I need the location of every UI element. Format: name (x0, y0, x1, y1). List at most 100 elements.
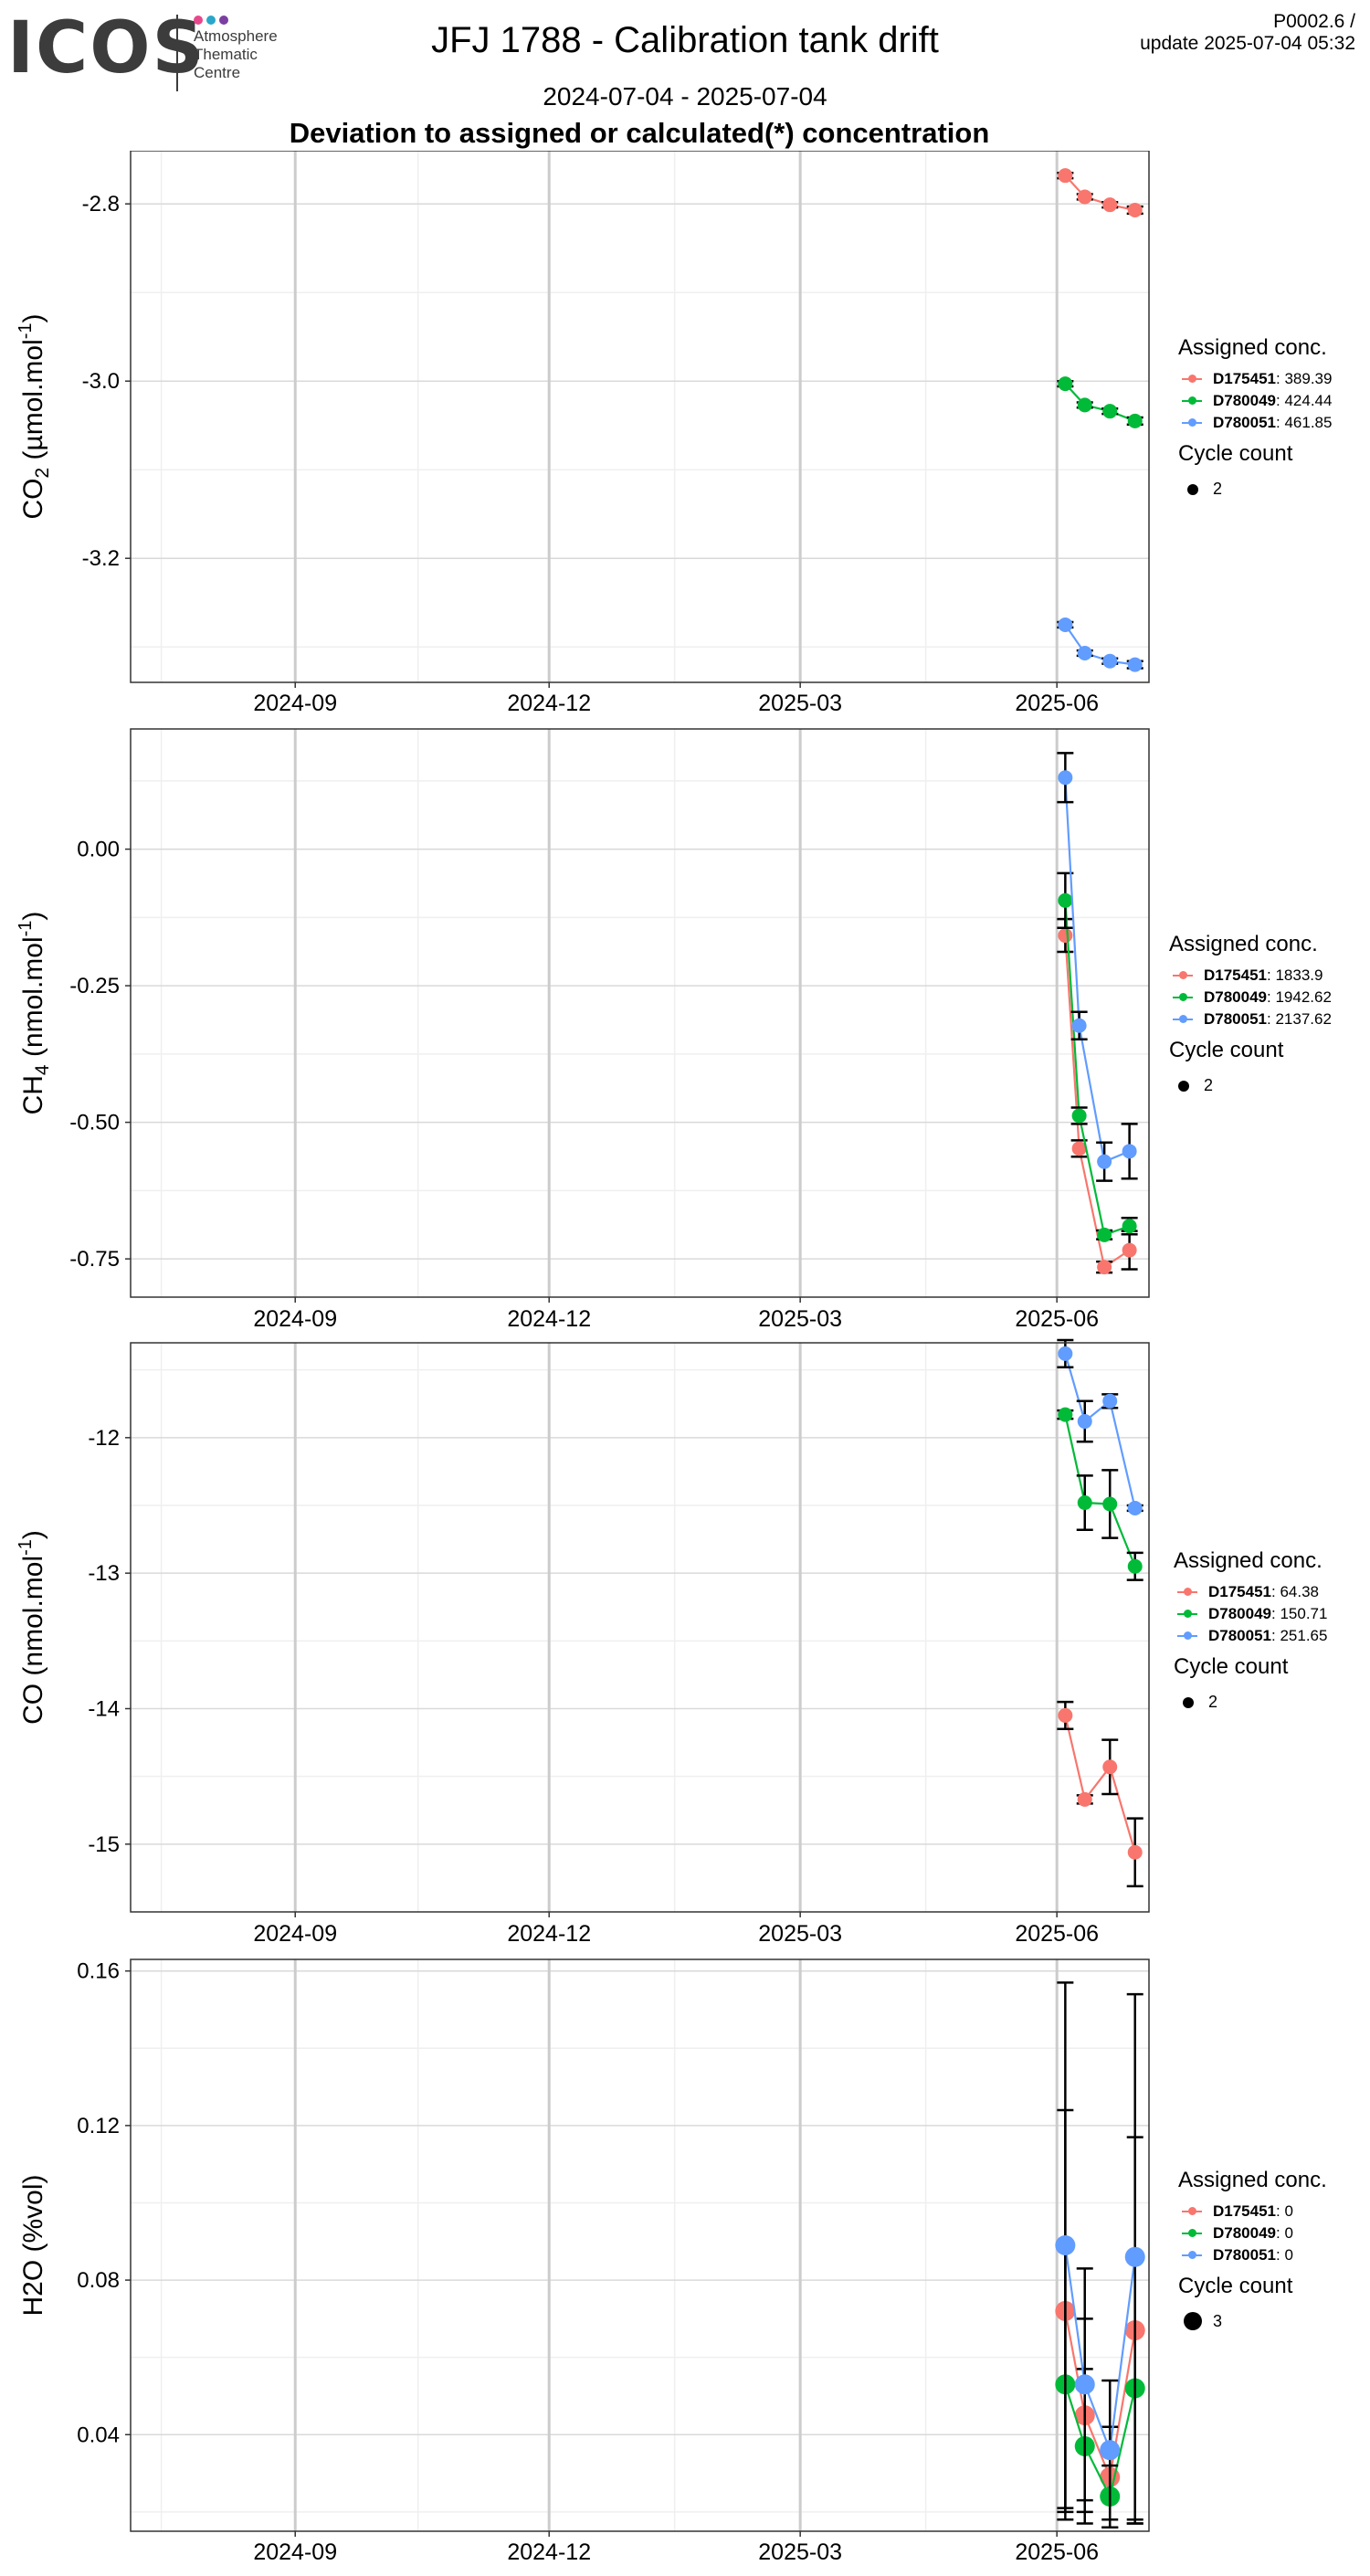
series-line-D175451 (1064, 935, 1131, 1269)
cycle-count-item: 3 (1178, 2307, 1327, 2336)
y-tick-label: -3.0 (82, 369, 120, 394)
x-tick-label: 2024-12 (507, 1306, 591, 1332)
data-point-D175451 (1058, 168, 1073, 184)
legend-code: D780049 (1213, 392, 1277, 409)
series-line-D175451 (1064, 174, 1135, 212)
legend-key (1182, 375, 1202, 383)
legend-code: D780051 (1213, 2246, 1277, 2264)
data-point-D780051 (1097, 1154, 1112, 1169)
legend-conc: : 251.65 (1271, 1627, 1328, 1644)
logo-dot-pink (194, 16, 203, 25)
legend-conc: : 2137.62 (1267, 1010, 1332, 1028)
cycle-count-title: Cycle count (1169, 1038, 1284, 1062)
legend-code: D175451 (1204, 966, 1268, 984)
data-point-D175451 (1097, 1260, 1112, 1275)
x-tick-label: 2024-09 (253, 1921, 337, 1947)
y-tick-label: -14 (88, 1697, 120, 1722)
series-line-D780051 (1064, 624, 1135, 666)
version-label: P0002.6 / (1273, 11, 1355, 32)
y-tick-label: -15 (88, 1832, 120, 1857)
data-point-D175451 (1077, 189, 1092, 205)
x-tick-label: 2025-06 (1015, 1306, 1099, 1332)
y-tick-label: -3.2 (82, 546, 120, 571)
legend-item-D780049: D780049: 424.44 (1178, 390, 1332, 412)
logo-sub-line: Atmosphere (194, 27, 278, 45)
legend-item-D780051: D780051: 0 (1178, 2244, 1327, 2266)
data-point-D175451 (1127, 1844, 1143, 1860)
data-point-D175451 (1102, 197, 1118, 213)
data-point-D780051 (1127, 1500, 1143, 1515)
data-point-D780051 (1055, 2235, 1076, 2255)
x-tick-label: 2024-12 (507, 691, 591, 716)
y-tick-label: -2.8 (82, 192, 120, 216)
legend-key (1182, 396, 1202, 405)
series-line-D780051 (1064, 2244, 1136, 2451)
legend-code: D780049 (1208, 1605, 1272, 1622)
legend-item-D175451: D175451: 64.38 (1174, 1581, 1327, 1603)
chart-subtitle: Deviation to assigned or calculated(*) c… (289, 117, 990, 149)
plot-area (131, 151, 1149, 682)
legend-key (1173, 993, 1193, 1001)
cycle-count-item: 2 (1178, 474, 1332, 503)
chart-period: 2024-07-04 - 2025-07-04 (543, 82, 827, 111)
legend-code: D780051 (1208, 1627, 1272, 1644)
update-label: update 2025-07-04 05:32 (1140, 33, 1355, 54)
legend-code: D175451 (1213, 370, 1277, 387)
panel-1: -2.8 -3.0 -3.2 2024-09 2024-12 2025-03 2025-06… (0, 151, 1370, 722)
legend-key (1182, 2207, 1202, 2215)
cycle-count-item: 2 (1174, 1687, 1327, 1716)
plot-area (131, 1959, 1149, 2531)
legend-item-D175451: D175451: 1833.9 (1169, 965, 1332, 987)
cycle-count-title: Cycle count (1178, 441, 1293, 466)
data-point-D780049 (1102, 404, 1118, 419)
logo-dot-blue (206, 16, 216, 25)
data-point-D175451 (1077, 1791, 1092, 1807)
logo-sub-line: Centre (194, 64, 241, 81)
y-tick-label: -0.75 (69, 1247, 120, 1272)
plot-svg: -2.8 -3.0 -3.2 2024-09 2024-12 2025-03 2025-06… (16, 151, 1150, 716)
plot-area (131, 729, 1149, 1297)
data-point-D780049 (1077, 1495, 1092, 1511)
y-tick-label: -0.25 (69, 974, 120, 998)
data-point-D780049 (1058, 1407, 1073, 1422)
cycle-count-dot (1178, 1081, 1189, 1092)
legend-title: Assigned conc. (1169, 932, 1318, 956)
panel-2: 0.00 -0.25 -0.50 -0.75 2024-09 2024-12 2025-03… (0, 722, 1370, 1338)
data-point-D780049 (1071, 1108, 1087, 1124)
data-point-D175451 (1127, 202, 1143, 217)
legend-key (1177, 1631, 1197, 1640)
series-line-D175451 (1064, 2310, 1136, 2481)
x-tick-label: 2025-03 (758, 2539, 842, 2565)
logo-sub-line: Thematic (194, 46, 258, 63)
data-point-D780051 (1077, 1414, 1092, 1430)
data-point-D175451 (1122, 1242, 1137, 1258)
x-tick-label: 2025-03 (758, 691, 842, 716)
data-point-D780051 (1127, 657, 1143, 672)
data-point-D780049 (1058, 892, 1073, 908)
data-point-D175451 (1102, 1759, 1118, 1775)
plot-border (130, 151, 1150, 683)
y-tick-label: 0.00 (77, 838, 120, 862)
y-tick-label: -13 (88, 1561, 120, 1586)
y-axis-title: H2O (%vol) (18, 2174, 48, 2316)
legend: Assigned conc. D175451: 1833.9 D780049: 19… (1169, 932, 1332, 1100)
data-point-D780051 (1074, 2374, 1095, 2395)
plot-svg: -12 -13 -14 -15 2024-09 2024-12 2025-03 2025-06… (16, 1338, 1150, 1947)
x-tick-label: 2024-12 (507, 2539, 591, 2565)
x-tick-label: 2024-12 (507, 1921, 591, 1947)
series-line-D780049 (1064, 1414, 1136, 1568)
data-point-D175451 (1071, 1141, 1087, 1156)
legend: Assigned conc. D175451: 389.39 D780049: 42… (1178, 335, 1332, 503)
legend-conc: : 0 (1276, 2202, 1293, 2220)
cycle-count-dot (1187, 484, 1198, 495)
data-point-D780051 (1100, 2440, 1121, 2461)
data-point-D780049 (1127, 1558, 1143, 1574)
plot-area (131, 1343, 1149, 1912)
x-tick-label: 2025-06 (1015, 1921, 1099, 1947)
data-point-D780051 (1122, 1144, 1137, 1159)
x-tick-label: 2024-09 (253, 2539, 337, 2565)
y-axis-title: CO2 (µmol.mol-1) (16, 313, 53, 519)
x-tick-label: 2024-09 (253, 1306, 337, 1332)
legend-key (1177, 1610, 1197, 1618)
data-point-D780051 (1071, 1018, 1087, 1033)
